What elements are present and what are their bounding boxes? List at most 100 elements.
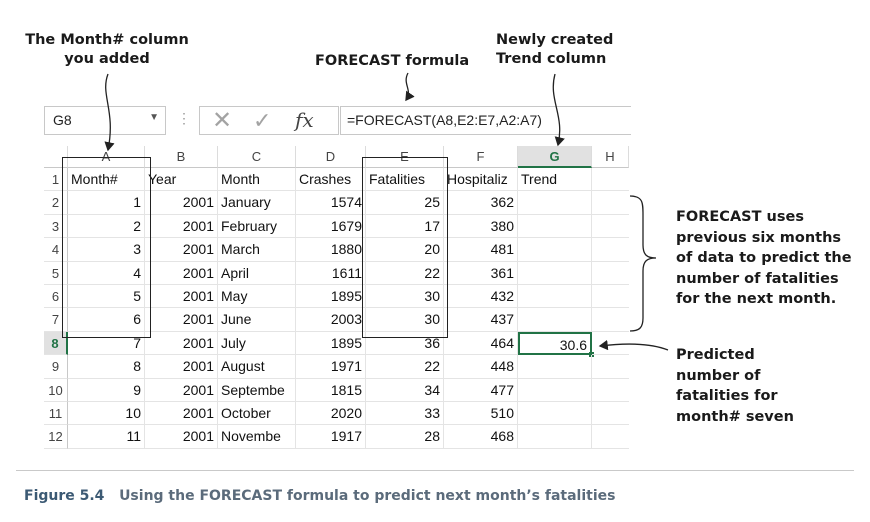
cell-g2[interactable] [518, 191, 592, 215]
cell-h5[interactable] [592, 262, 629, 285]
cell-e11[interactable]: 33 [366, 402, 444, 426]
cell-b9[interactable]: 2001 [145, 355, 218, 379]
cell-f10[interactable]: 477 [444, 378, 518, 402]
row-header-11[interactable]: 11 [44, 402, 68, 426]
cell-c7[interactable]: June [218, 308, 296, 332]
cell-h9[interactable] [592, 355, 629, 379]
cell-a10[interactable]: 9 [68, 378, 145, 402]
cell-f3[interactable]: 380 [444, 214, 518, 239]
cell-h12[interactable] [592, 425, 629, 449]
cell-f2[interactable]: 362 [444, 191, 518, 215]
cell-d11[interactable]: 2020 [296, 402, 366, 426]
cell-b12[interactable]: 2001 [145, 425, 218, 449]
name-box-dropdown-icon[interactable]: ▼ [149, 112, 159, 123]
cell-e4[interactable]: 20 [366, 238, 444, 262]
row-header-7[interactable]: 7 [44, 308, 68, 332]
cell-e1[interactable]: Fatalities [366, 168, 444, 192]
worksheet-grid[interactable]: A B C D E F G H 1 Month# Year Month Crashes Fatalitie… [44, 146, 629, 452]
column-header-g[interactable]: G [518, 146, 592, 168]
cell-b11[interactable]: 2001 [145, 402, 218, 426]
cell-c3[interactable]: February [218, 214, 296, 239]
cell-b4[interactable]: 2001 [145, 238, 218, 262]
cell-a4[interactable]: 3 [68, 238, 145, 262]
cell-f6[interactable]: 432 [444, 285, 518, 309]
row-header-10[interactable]: 10 [44, 378, 68, 402]
row-header-6[interactable]: 6 [44, 285, 68, 309]
cell-d2[interactable]: 1574 [296, 191, 366, 215]
cell-d8[interactable]: 1895 [296, 331, 366, 356]
cell-e8[interactable]: 36 [366, 331, 444, 356]
cell-g5[interactable] [518, 261, 592, 285]
cell-h8[interactable] [592, 332, 629, 356]
row-header-2[interactable]: 2 [44, 191, 68, 215]
cell-d3[interactable]: 1679 [296, 214, 366, 239]
cell-e2[interactable]: 25 [366, 191, 444, 215]
cell-h6[interactable] [592, 285, 629, 309]
cell-g8[interactable]: 30.6 [518, 331, 592, 356]
cell-a2[interactable]: 1 [68, 191, 145, 215]
cell-d12[interactable]: 1917 [296, 425, 366, 449]
cell-a7[interactable]: 6 [68, 308, 145, 332]
row-header-4[interactable]: 4 [44, 238, 68, 262]
cell-g12[interactable] [518, 425, 592, 449]
cell-c11[interactable]: October [218, 402, 296, 426]
cell-e12[interactable]: 28 [366, 425, 444, 449]
column-header-b[interactable]: B [145, 146, 218, 168]
cell-e10[interactable]: 34 [366, 378, 444, 402]
cell-h11[interactable] [592, 402, 629, 426]
cancel-icon[interactable]: ✕ [212, 107, 233, 134]
cell-h10[interactable] [592, 379, 629, 402]
cell-g6[interactable] [518, 285, 592, 309]
formula-input[interactable]: =FORECAST(A8,E2:E7,A2:A7) [340, 106, 631, 135]
cell-d6[interactable]: 1895 [296, 285, 366, 309]
cell-g4[interactable] [518, 238, 592, 262]
cell-g7[interactable] [518, 308, 592, 332]
cell-d7[interactable]: 2003 [296, 308, 366, 332]
cell-b10[interactable]: 2001 [145, 378, 218, 402]
cell-c8[interactable]: July [218, 331, 296, 356]
column-header-h[interactable]: H [592, 146, 629, 168]
cell-e6[interactable]: 30 [366, 285, 444, 309]
cell-f12[interactable]: 468 [444, 425, 518, 449]
cell-c5[interactable]: April [218, 261, 296, 285]
cell-f11[interactable]: 510 [444, 402, 518, 426]
cell-e7[interactable]: 30 [366, 308, 444, 332]
cell-a12[interactable]: 11 [68, 425, 145, 449]
cell-g9[interactable] [518, 355, 592, 379]
cell-h7[interactable] [592, 308, 629, 332]
cell-d1[interactable]: Crashes [296, 168, 366, 192]
cell-c2[interactable]: January [218, 191, 296, 215]
enter-icon[interactable]: ✓ [253, 108, 272, 133]
cell-h1[interactable] [592, 168, 629, 192]
cell-a8[interactable]: 7 [68, 331, 145, 356]
cell-c6[interactable]: May [218, 285, 296, 309]
cell-e3[interactable]: 17 [366, 214, 444, 239]
row-header-12[interactable]: 12 [44, 425, 68, 449]
cell-c12[interactable]: Novembe [218, 425, 296, 449]
cell-f4[interactable]: 481 [444, 238, 518, 262]
cell-d5[interactable]: 1611 [296, 261, 366, 285]
cell-h3[interactable] [592, 215, 629, 239]
cell-d10[interactable]: 1815 [296, 378, 366, 402]
cell-b6[interactable]: 2001 [145, 285, 218, 309]
cell-b5[interactable]: 2001 [145, 261, 218, 285]
cell-a9[interactable]: 8 [68, 355, 145, 379]
cell-g10[interactable] [518, 378, 592, 402]
cell-e9[interactable]: 22 [366, 355, 444, 379]
cell-g11[interactable] [518, 402, 592, 426]
cell-c1[interactable]: Month [218, 168, 296, 192]
row-header-3[interactable]: 3 [44, 214, 68, 239]
column-header-f[interactable]: F [444, 146, 518, 168]
insert-function-icon[interactable]: fx [295, 108, 314, 132]
cell-f1[interactable]: Hospitaliz [444, 168, 518, 192]
cell-e5[interactable]: 22 [366, 261, 444, 285]
cell-d4[interactable]: 1880 [296, 238, 366, 262]
cell-b8[interactable]: 2001 [145, 331, 218, 356]
cell-b1[interactable]: Year [145, 168, 218, 192]
cell-h2[interactable] [592, 191, 629, 215]
cell-a3[interactable]: 2 [68, 214, 145, 239]
cell-f5[interactable]: 361 [444, 261, 518, 285]
cell-g3[interactable] [518, 214, 592, 239]
cell-b2[interactable]: 2001 [145, 191, 218, 215]
name-box[interactable]: G8 ▼ [44, 106, 166, 135]
